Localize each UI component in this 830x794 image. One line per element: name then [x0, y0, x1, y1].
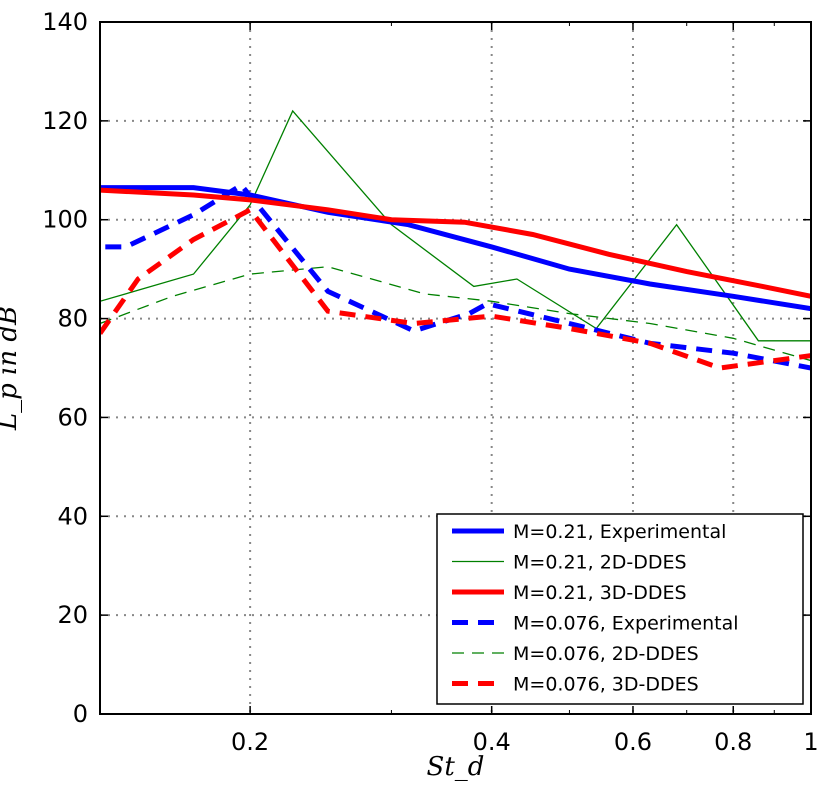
y-tick-label: 140: [42, 8, 88, 36]
legend-label: M=0.076, 2D-DDES: [513, 643, 699, 665]
series-group: [100, 109, 811, 371]
plot-frame: [99, 21, 812, 715]
y-tick-label: 120: [42, 107, 88, 135]
y-tick-label: 100: [42, 206, 88, 234]
series-line-3: [100, 187, 811, 299]
y-axis-title: L_p in dB: [0, 306, 23, 431]
legend-box: [436, 513, 804, 705]
legend-label: M=0.076, 3D-DDES: [513, 674, 699, 696]
x-tick-label: 0.4: [473, 728, 511, 756]
series-line-4: [105, 181, 811, 371]
y-tick-label: 0: [73, 700, 88, 728]
series-line-1: [100, 185, 811, 312]
x-tick-label: 0.8: [714, 728, 752, 756]
legend-label: M=0.076, Experimental: [513, 613, 739, 635]
series-line-6: [100, 206, 811, 371]
legend-label: M=0.21, 3D-DDES: [513, 582, 687, 604]
series-line-5: [100, 266, 811, 362]
y-tick-label: 20: [57, 601, 88, 629]
legend: M=0.21, Experimental M=0.21, 2D-DDES M=0.2…: [436, 513, 804, 705]
y-tick-label: 40: [57, 502, 88, 530]
x-axis-title: St_d: [427, 752, 485, 782]
ticks: 0.2 0.4 0.6 0.8 1 0 20 40 60 80 100 120 140: [42, 8, 818, 756]
x-tick-label: 0.2: [231, 728, 269, 756]
legend-label: M=0.21, 2D-DDES: [513, 552, 687, 574]
legend-label: M=0.21, Experimental: [513, 521, 726, 543]
series-line-2: [100, 109, 811, 342]
x-tick-label: 0.6: [614, 728, 652, 756]
x-tick-label: 1: [803, 728, 818, 756]
y-tick-label: 60: [57, 403, 88, 431]
y-tick-label: 80: [57, 305, 88, 333]
